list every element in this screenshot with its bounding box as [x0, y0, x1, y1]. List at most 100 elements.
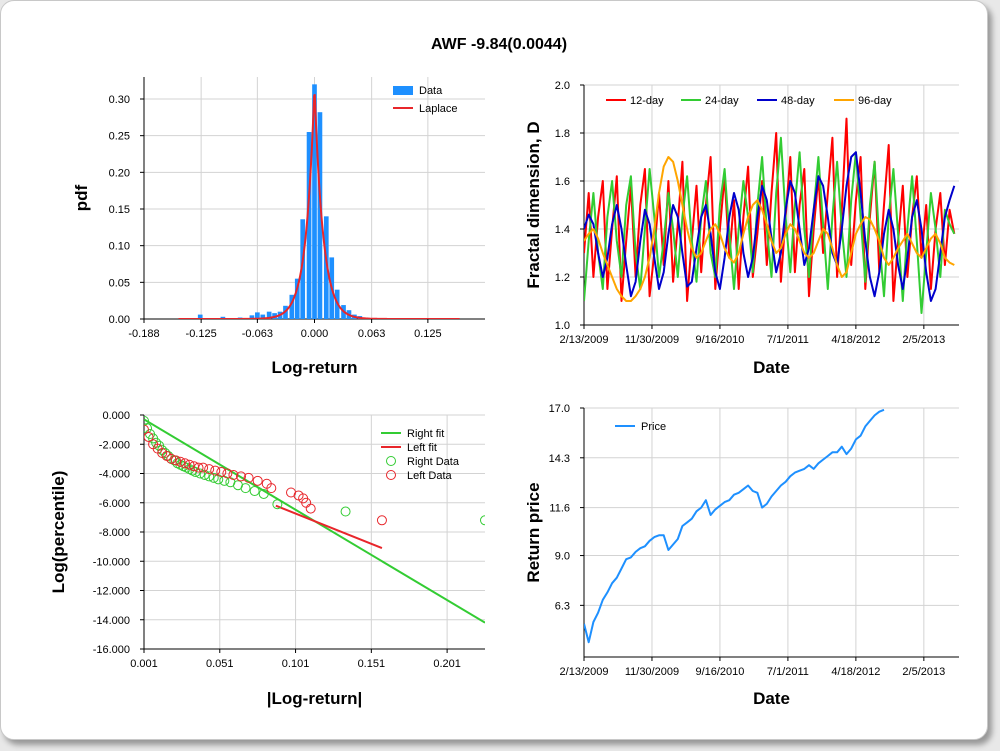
price-x-tick-label: 4/18/2012: [831, 666, 880, 678]
pdf-data-bar: [323, 216, 329, 319]
tail-left-data-point: [184, 459, 195, 470]
tail-right-data-point: [195, 468, 206, 479]
pdf-x-tick-label: 0.063: [358, 328, 386, 340]
tail-left-data-point: [175, 456, 186, 467]
fractal-x-tick-label: 2/5/2013: [902, 334, 945, 346]
tail-left-data-point: [235, 471, 246, 482]
tail-y-tick-label: -12.000: [93, 586, 130, 598]
pdf-data-bar: [197, 314, 203, 319]
pdf-legend-swatch-data: [393, 86, 413, 95]
pdf-data-bar: [289, 294, 295, 319]
tail-y-tick-label: 0.000: [102, 410, 130, 422]
fractal-y-axis-label: Fractal dimension, D: [524, 121, 543, 288]
pdf-data-bar: [255, 312, 260, 319]
fractal-y-tick-label: 1.8: [555, 128, 570, 140]
pdf-data-bar: [300, 219, 306, 319]
price-y-axis-label: Return price: [524, 482, 543, 582]
pdf-data-bar: [249, 315, 255, 319]
price-series-line-price: [584, 408, 885, 644]
pdf-data-bar: [317, 112, 323, 319]
pdf-y-tick-label: 0.05: [109, 277, 130, 289]
pdf-y-tick-label: 0.15: [109, 204, 130, 216]
tail-right-data-point: [258, 488, 269, 499]
fractal-series-line-12-day: [584, 117, 956, 302]
tail-left-data-point: [210, 465, 221, 476]
tail-right-data-point: [144, 415, 149, 426]
fractal-series-line-24-day: [584, 136, 956, 314]
tail-left-data-point: [243, 472, 254, 483]
tail-y-tick-label: -4.000: [99, 469, 130, 481]
price-legend-label: Price: [641, 421, 666, 433]
tail-left-data-point: [179, 458, 190, 469]
pdf-data-bar: [312, 84, 317, 319]
price-x-axis-label: Date: [753, 689, 790, 708]
price-x-tick-label: 2/5/2013: [902, 666, 945, 678]
tail-y-tick-label: -14.000: [93, 615, 130, 627]
pdf-x-axis-label: Log-return: [272, 358, 358, 377]
tail-legend-label-left-fit: Left fit: [407, 442, 437, 454]
tail-right-data-point: [213, 474, 224, 485]
price-y-tick-label: 11.6: [549, 503, 570, 515]
tail-x-tick-label: 0.001: [130, 658, 158, 670]
pdf-laplace-line: [178, 93, 460, 319]
pdf-legend-label-data: Data: [419, 85, 443, 97]
fractal-legend-label: 48-day: [781, 95, 815, 107]
fractal-legend-label: 12-day: [630, 95, 664, 107]
tail-legend-label-right-data: Right Data: [407, 456, 460, 468]
tail-right-data-point: [219, 475, 230, 486]
tail-right-data-point: [272, 499, 283, 510]
tail-legend-label-left-data: Left Data: [407, 470, 453, 482]
price-x-tick-label: 2/13/2009: [560, 666, 609, 678]
tail-right-data-point: [160, 448, 171, 459]
pdf-data-bar: [220, 316, 226, 319]
tail-left-data-point: [144, 424, 149, 435]
tail-legend-swatch-left-data: [386, 470, 396, 480]
tail-right-data-point: [240, 483, 251, 494]
tail-x-tick-label: 0.201: [433, 658, 461, 670]
price-y-tick-label: 14.3: [549, 453, 570, 465]
tail-left-data-point: [266, 483, 277, 494]
fractal-x-tick-label: 11/30/2009: [625, 334, 679, 346]
price-x-tick-label: 7/1/2011: [767, 666, 809, 678]
fractal-y-tick-label: 1.6: [555, 176, 570, 188]
fractal-series-line-48-day: [584, 151, 956, 302]
fractal-legend-label: 96-day: [858, 95, 892, 107]
tail-left-data-point: [170, 455, 181, 466]
pdf-x-tick-label: -0.063: [242, 328, 273, 340]
pdf-y-tick-label: 0.00: [109, 314, 130, 326]
fractal-x-tick-label: 2/13/2009: [560, 334, 609, 346]
fractal-y-tick-label: 2.0: [555, 80, 570, 92]
tail-left-data-point: [228, 469, 239, 480]
pdf-x-tick-label: -0.188: [128, 328, 159, 340]
chart-panel: AWF -9.84(0.0044) -0.188 -0.125 -0.063 0.00…: [0, 0, 988, 740]
pdf-data-bar: [260, 314, 266, 319]
tail-x-tick-label: 0.151: [358, 658, 386, 670]
tail-left-data-point: [305, 503, 316, 514]
tail-right-data-point: [340, 506, 351, 517]
price-plot-area: [584, 408, 885, 644]
tail-legend-label-right-fit: Right fit: [407, 428, 444, 440]
pdf-y-tick-label: 0.10: [109, 241, 130, 253]
tail-x-axis-label: |Log-return|: [267, 689, 362, 708]
page-title: AWF -9.84(0.0044): [431, 36, 567, 53]
tail-left-data-point: [376, 515, 387, 526]
pdf-data-bar: [306, 132, 312, 319]
tail-y-tick-label: -16.000: [93, 644, 130, 656]
tail-right-data-point: [249, 486, 260, 497]
fractal-plot-area: [584, 117, 956, 314]
tail-left-data-point: [166, 453, 177, 464]
tail-right-data-point: [208, 472, 219, 483]
pdf-plot-area: [178, 84, 460, 319]
pdf-data-bar: [266, 311, 272, 319]
price-y-tick-label: 6.3: [555, 600, 570, 612]
pdf-x-tick-label: -0.125: [186, 328, 217, 340]
tail-left-data-point: [252, 475, 263, 486]
pdf-y-tick-label: 0.25: [109, 131, 130, 143]
fractal-legend-label: 24-day: [705, 95, 739, 107]
price-x-tick-label: 9/16/2010: [695, 666, 744, 678]
fractal-series-line-96-day: [584, 156, 955, 302]
pdf-y-tick-label: 0.30: [109, 94, 130, 106]
fractal-y-tick-label: 1.2: [555, 272, 570, 284]
price-x-tick-label: 11/30/2009: [625, 666, 679, 678]
